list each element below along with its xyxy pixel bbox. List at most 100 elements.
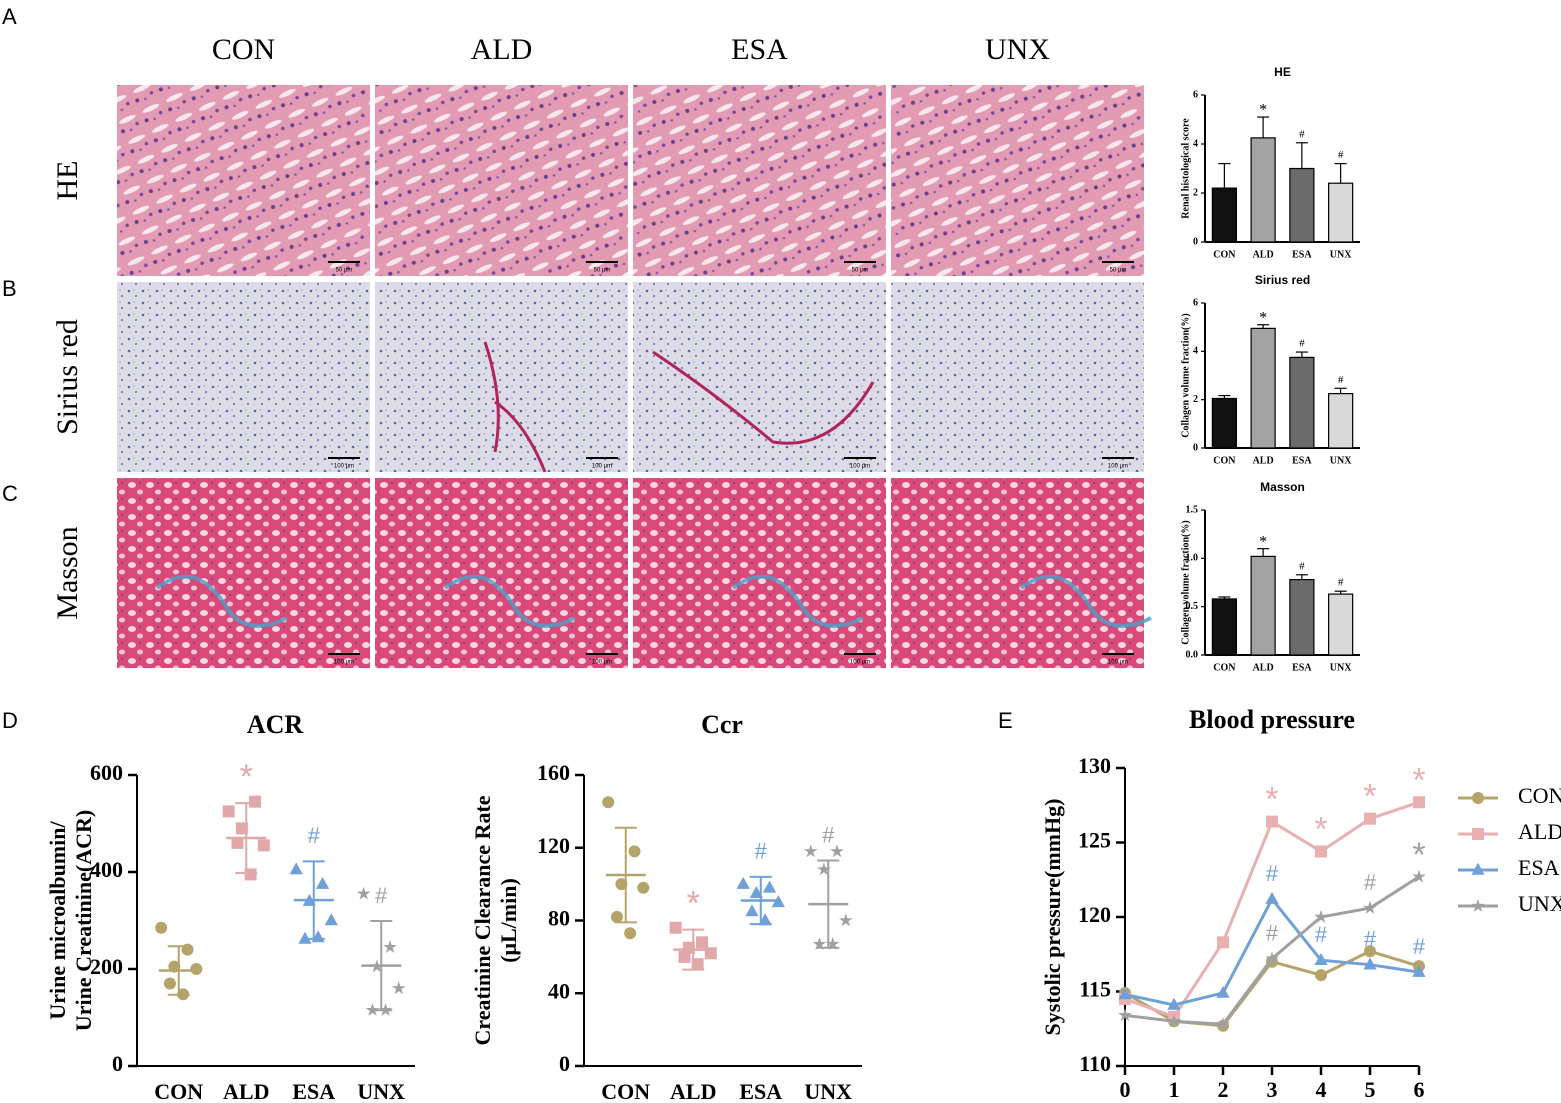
marker [1118, 1008, 1132, 1022]
y-tick-label: 6 [1193, 89, 1198, 100]
scale-bar-label: 100 μm [850, 660, 870, 666]
x-tick-label: 0 [1120, 1077, 1131, 1102]
panel-label: C [2, 481, 18, 506]
micrograph [117, 85, 370, 276]
micrograph [117, 478, 370, 668]
y-tick-label: 2 [1193, 187, 1198, 198]
marker [736, 876, 750, 889]
row-label: HE [51, 161, 84, 201]
marker [1265, 891, 1279, 904]
marker [745, 904, 759, 917]
y-tick-label: 6 [1193, 297, 1198, 308]
micrograph [375, 282, 628, 472]
significance: * [1314, 810, 1327, 848]
y-axis-label: Collagen volume fraction(%) [1180, 520, 1191, 644]
scale-bar-label: 100 μm [850, 464, 870, 470]
significance: # [1364, 926, 1377, 951]
marker [637, 881, 650, 894]
y-tick-label: 0.5 [1186, 601, 1199, 612]
column-header: ALD [471, 33, 533, 66]
fibrosis-stain [483, 341, 547, 473]
bar [1250, 327, 1276, 449]
micrograph [633, 282, 886, 472]
scale-bar-label: 50 μm [852, 268, 869, 274]
y-tick-label: 160 [537, 760, 570, 785]
marker [155, 921, 168, 934]
panel-label: D [2, 708, 18, 733]
marker [1167, 1014, 1181, 1028]
significance: * [1259, 309, 1267, 326]
marker [1364, 945, 1376, 958]
scale-bar-label: 100 μm [1108, 464, 1128, 470]
marker [1118, 987, 1132, 1000]
marker [1217, 936, 1229, 949]
x-tick-label: ESA [1292, 455, 1312, 466]
scale-bar-label: 100 μm [334, 464, 354, 470]
marker [624, 927, 637, 940]
column-header: CON [212, 33, 275, 66]
scale-bar-label: 50 μm [594, 268, 611, 274]
scale-bar-label: 50 μm [336, 268, 353, 274]
x-tick-label: 2 [1218, 1077, 1229, 1102]
x-tick-label: CON [1213, 455, 1236, 466]
significance: # [1338, 374, 1344, 386]
significance: * [1363, 778, 1376, 816]
x-tick-label: UNX [1330, 249, 1352, 260]
marker [817, 862, 831, 876]
marker [678, 950, 691, 963]
marker [803, 844, 818, 858]
marker [1216, 985, 1230, 998]
scale-bar-label: 100 μm [334, 660, 354, 666]
x-tick-label: ALD [1253, 662, 1274, 673]
significance: # [375, 883, 388, 908]
marker [696, 936, 709, 949]
significance: # [1299, 128, 1305, 140]
significance: * [1412, 761, 1425, 799]
x-tick-label: ALD [1253, 455, 1274, 466]
x-tick-label: ALD [670, 1079, 716, 1103]
y-tick-label: 0 [112, 1051, 123, 1076]
x-tick-label: ESA [292, 1079, 335, 1103]
scale-bar-label: 100 μm [592, 660, 612, 666]
x-tick-label: 3 [1267, 1077, 1278, 1102]
x-tick-label: ESA [1292, 662, 1312, 673]
y-tick-label: 4 [1193, 346, 1198, 357]
marker [222, 805, 235, 818]
marker [324, 913, 338, 926]
micrograph [891, 478, 1144, 668]
micrograph [633, 478, 886, 668]
bar [1211, 397, 1237, 449]
significance: # [1266, 921, 1279, 946]
micrograph [375, 85, 628, 276]
micrograph [891, 282, 1144, 472]
legend-label: ALD [1518, 819, 1561, 844]
legend-label: CON [1518, 783, 1561, 808]
marker [1266, 815, 1278, 828]
marker [289, 862, 303, 875]
significance: # [1299, 338, 1305, 350]
marker [1315, 969, 1327, 982]
y-tick-label: 1.0 [1186, 553, 1199, 564]
marker [1471, 862, 1485, 875]
x-tick-label: CON [154, 1079, 203, 1103]
significance: # [755, 839, 768, 864]
marker [249, 795, 262, 808]
y-tick-label: 110 [1079, 1051, 1111, 1076]
x-tick-label: 6 [1414, 1077, 1425, 1102]
y-tick-label: 2 [1193, 394, 1198, 405]
micrograph [891, 85, 1144, 276]
significance: * [687, 885, 700, 923]
chart-title: Ccr [701, 710, 743, 739]
chart-title: ACR [247, 710, 304, 739]
y-tick-label: 600 [90, 760, 123, 785]
marker [1364, 812, 1376, 825]
significance: # [1266, 861, 1279, 886]
micrograph [633, 85, 886, 276]
significance: # [1299, 560, 1305, 572]
chart-title: Blood pressure [1189, 705, 1355, 734]
marker [315, 876, 330, 889]
marker [356, 886, 371, 900]
x-tick-label: 5 [1365, 1077, 1376, 1102]
x-tick-label: CON [1213, 249, 1236, 260]
marker [838, 913, 853, 927]
